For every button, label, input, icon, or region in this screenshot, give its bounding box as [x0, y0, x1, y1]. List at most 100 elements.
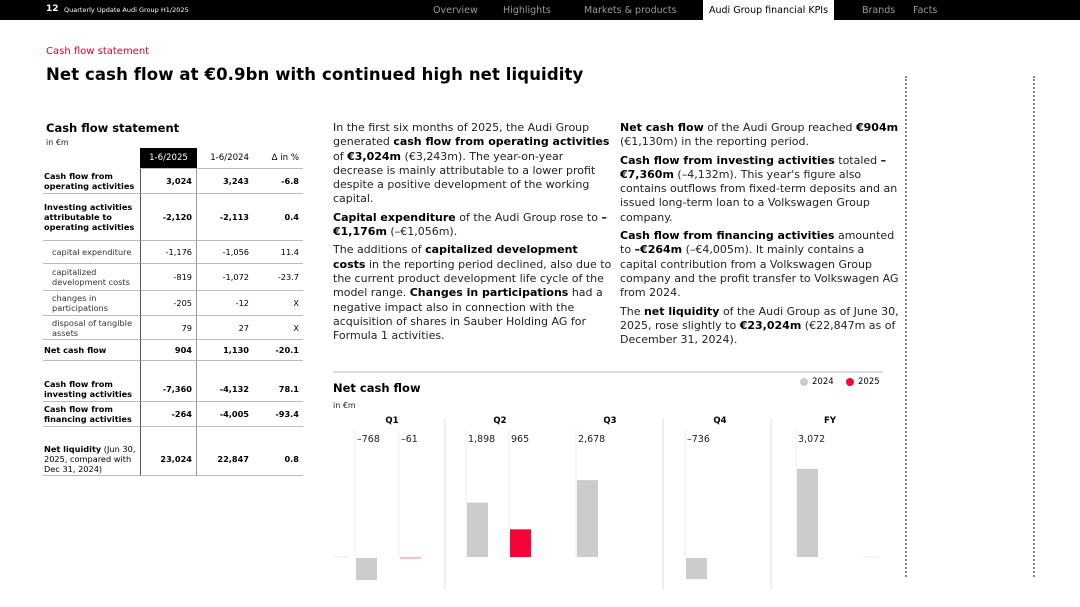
- text: amounted to: [620, 229, 895, 257]
- text: (–4,132m). This year's figure also conta…: [620, 167, 898, 224]
- spacer-row: [43, 361, 303, 377]
- bold-text: net liquidity: [643, 304, 720, 318]
- category-label: FY: [824, 416, 836, 426]
- header-2025: 1-6/2025: [140, 148, 197, 169]
- nav-brands[interactable]: Brands: [862, 5, 896, 16]
- value-delta: X: [253, 291, 303, 316]
- value-delta: -23.7: [253, 264, 303, 291]
- nav-financial-kpis[interactable]: Audi Group financial KPIs: [703, 0, 835, 20]
- value-2024: 1,130: [197, 340, 253, 361]
- top-navigation-bar: 12 Quarterly Update Audi Group H1/2025 O…: [0, 0, 1080, 20]
- bar-2024-Q3: [577, 480, 598, 557]
- text: (€1,130m) in the reporting period.: [620, 135, 809, 149]
- value-delta: 0.8: [253, 443, 303, 476]
- value-2025: 904: [140, 340, 197, 361]
- data-label: 3,072: [798, 434, 826, 445]
- text: (–€1,056m).: [386, 225, 458, 239]
- bold-text: Net cash flow: [620, 121, 704, 134]
- chart-separator: [333, 371, 883, 373]
- value-2024: 3,243: [197, 169, 253, 194]
- value-2025: -264: [140, 402, 197, 427]
- bar-2025-Q1: [400, 557, 421, 559]
- text: In the first six months of 2025, the Aud…: [333, 121, 590, 149]
- row-label-text: Cash flow from operating activities: [44, 171, 135, 191]
- bold-text: €3,024m: [347, 149, 402, 163]
- dotted-divider: [1033, 76, 1035, 577]
- nav-facts[interactable]: Facts: [913, 5, 938, 16]
- text: had a negative impact also in connection…: [333, 286, 603, 343]
- text: in the reporting period declined, also d…: [333, 257, 612, 300]
- text-column-2: Net cash flow of the Audi Group reached …: [620, 121, 900, 351]
- value-2024: -4,005: [197, 402, 253, 427]
- table-row: Cash flow from investing activities -7,36…: [43, 377, 303, 402]
- table-row: changes in participations -205 -12 X: [43, 291, 303, 316]
- bold-text: Cash flow from financing activities: [620, 229, 835, 243]
- value-delta: X: [253, 316, 303, 340]
- value-2025: 3,024: [140, 169, 197, 194]
- value-2024: 27: [197, 316, 253, 340]
- header-2024: 1-6/2024: [197, 148, 253, 169]
- bold-text: €904m: [856, 121, 899, 134]
- value-delta: 78.1: [253, 377, 303, 402]
- paragraph: Cash flow from financing activities amou…: [620, 229, 900, 300]
- header-delta: Δ in %: [253, 148, 303, 169]
- text-column-1: In the first six months of 2025, the Aud…: [333, 121, 613, 347]
- cash-flow-table: 1-6/2025 1-6/2024 Δ in % Cash flow from …: [43, 148, 303, 476]
- text: of: [333, 149, 348, 163]
- legend-dot-icon: [800, 378, 808, 386]
- value-2025: -819: [140, 264, 197, 291]
- page-number: 12: [46, 4, 59, 14]
- bar-2024-Q1: [356, 558, 377, 581]
- paragraph: Capital expenditure of the Audi Group ro…: [333, 211, 613, 240]
- bold-text: –€264m: [634, 243, 683, 257]
- bold-text: Changes in participations: [409, 286, 569, 300]
- row-label-text: Net liquidity: [44, 444, 102, 454]
- table-row: Net cash flow 904 1,130 -20.1: [43, 340, 303, 361]
- chart-title: Net cash flow: [333, 381, 421, 395]
- row-label-text: capital expenditure: [52, 247, 132, 257]
- value-delta: -20.1: [253, 340, 303, 361]
- paragraph: In the first six months of 2025, the Aud…: [333, 121, 613, 207]
- text: (–€4,005m). It mainly contains a capital…: [620, 243, 899, 300]
- nav-overview[interactable]: Overview: [433, 5, 478, 16]
- row-label-text: Cash flow from financing activities: [44, 404, 132, 424]
- bold-text: –€7,360m: [620, 153, 887, 181]
- row-label: capital expenditure: [43, 241, 140, 264]
- spacer-row: [43, 427, 303, 443]
- category-label: Q2: [493, 416, 507, 426]
- category-label: Q4: [713, 416, 727, 426]
- value-2024: 22,847: [197, 443, 253, 476]
- value-2025: -1,176: [140, 241, 197, 264]
- paragraph: The net liquidity of the Audi Group as o…: [620, 305, 900, 348]
- table-row: Cash flow from financing activities -264-…: [43, 402, 303, 427]
- table-row: disposal of tangible assets 79 27 X: [43, 316, 303, 340]
- paragraph: Cash flow from investing activities tota…: [620, 154, 900, 225]
- row-label-text: Net cash flow: [44, 345, 107, 355]
- value-delta: 11.4: [253, 241, 303, 264]
- bar-2024-FY: [797, 468, 818, 557]
- bar-2024-Q2: [467, 502, 488, 557]
- bold-text: Cash flow from investing activities: [620, 153, 835, 167]
- data-label: –61: [401, 434, 418, 445]
- data-label: 965: [511, 434, 530, 445]
- nav-highlights[interactable]: Highlights: [503, 5, 551, 16]
- row-label: changes in participations: [43, 291, 140, 316]
- text: (€22,847m as of December 31, 2024).: [620, 318, 896, 347]
- row-label: Net liquidity (Jun 30, 2025, compared wi…: [43, 443, 140, 476]
- bold-text: –€1,176m: [333, 210, 607, 239]
- row-label: disposal of tangible assets: [43, 316, 140, 340]
- row-label-note: (Jun 30, 2025, compared with Dec 31, 202…: [44, 444, 136, 474]
- row-label-text: disposal of tangible assets: [52, 317, 132, 338]
- value-delta: -6.8: [253, 169, 303, 194]
- text: of the Audi Group as of June 30, 2025, r…: [620, 304, 899, 332]
- table-row: capitalized development costs -819 -1,072-…: [43, 264, 303, 291]
- row-label-text: Investing activities attributable to ope…: [44, 202, 135, 232]
- table-header: 1-6/2025 1-6/2024 Δ in %: [43, 148, 303, 169]
- legend-label: 2025: [858, 377, 880, 387]
- value-2025: 79: [140, 316, 197, 340]
- row-label: Net cash flow: [43, 340, 140, 361]
- legend-label: 2024: [812, 377, 834, 387]
- nav-markets-products[interactable]: Markets & products: [584, 5, 677, 16]
- row-label-text: capitalized development costs: [52, 267, 130, 287]
- row-label: Investing activities attributable to ope…: [43, 194, 140, 241]
